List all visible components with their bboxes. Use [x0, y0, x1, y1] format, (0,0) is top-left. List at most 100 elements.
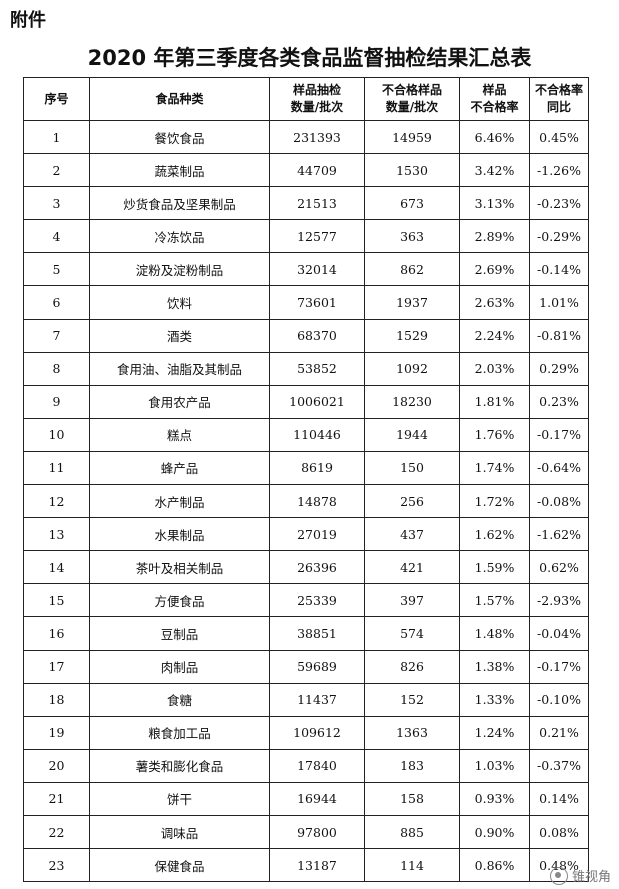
cell-failed: 862: [364, 252, 460, 287]
table-row: 10 糕点 110446 1944 1.76% -0.17%: [23, 417, 589, 452]
cell-yoy: -0.81%: [529, 318, 589, 353]
header-failed: 不合格样品 数量/批次: [364, 77, 460, 121]
table-row: 2 蔬菜制品 44709 1530 3.42% -1.26%: [23, 153, 589, 188]
cell-samples: 53852: [269, 351, 365, 386]
cell-samples: 1006021: [269, 384, 365, 419]
header-samples-line1: 样品抽检: [292, 83, 341, 97]
table-row: 15 方便食品 25339 397 1.57% -2.93%: [23, 583, 589, 618]
cell-rate: 1.76%: [459, 417, 530, 452]
cell-seq: 23: [23, 848, 90, 883]
cell-seq: 11: [23, 450, 90, 486]
table-row: 19 粮食加工品 109612 1363 1.24% 0.21%: [23, 715, 589, 750]
cell-seq: 20: [23, 748, 90, 783]
cell-failed: 256: [364, 484, 460, 519]
cell-failed: 1529: [364, 318, 460, 353]
header-rate: 样品 不合格率: [459, 77, 530, 121]
header-failed-line2: 数量/批次: [385, 100, 439, 114]
table-row: 16 豆制品 38851 574 1.48% -0.04%: [23, 616, 589, 651]
cell-yoy: -0.37%: [529, 748, 589, 783]
cell-category: 调味品: [89, 814, 270, 850]
cell-failed: 152: [364, 682, 460, 717]
cell-samples: 97800: [269, 814, 365, 850]
cell-failed: 1944: [364, 417, 460, 452]
cell-category: 酒类: [89, 318, 270, 353]
cell-yoy: 1.01%: [529, 285, 589, 320]
cell-category: 豆制品: [89, 616, 270, 651]
header-yoy: 不合格率 同比: [529, 77, 589, 121]
wechat-account-icon: [549, 866, 568, 885]
cell-rate: 1.81%: [459, 384, 530, 419]
cell-rate: 2.63%: [459, 285, 530, 320]
cell-seq: 21: [23, 781, 90, 816]
cell-rate: 1.62%: [459, 517, 530, 552]
cell-category: 餐饮食品: [89, 119, 270, 155]
cell-samples: 109612: [269, 715, 365, 750]
cell-seq: 12: [23, 484, 90, 519]
cell-rate: 1.59%: [459, 550, 530, 585]
watermark: 锥视角: [549, 866, 611, 885]
table-row: 12 水产制品 14878 256 1.72% -0.08%: [23, 484, 589, 519]
cell-failed: 1092: [364, 351, 460, 386]
cell-category: 茶叶及相关制品: [89, 550, 270, 585]
cell-rate: 1.74%: [459, 450, 530, 486]
header-rate-line1: 样品: [482, 83, 507, 97]
cell-yoy: 0.62%: [529, 550, 589, 585]
cell-seq: 14: [23, 550, 90, 585]
table-body: 1 餐饮食品 231393 14959 6.46% 0.45% 2 蔬菜制品 44709 1530…: [23, 119, 589, 883]
header-yoy-line2: 同比: [546, 100, 571, 114]
cell-failed: 437: [364, 517, 460, 552]
cell-failed: 673: [364, 186, 460, 221]
cell-rate: 3.13%: [459, 186, 530, 221]
cell-category: 水产制品: [89, 484, 270, 519]
table-row: 17 肉制品 59689 826 1.38% -0.17%: [23, 649, 589, 684]
table-row: 18 食糖 11437 152 1.33% -0.10%: [23, 682, 589, 717]
table-row: 20 薯类和膨化食品 17840 183 1.03% -0.37%: [23, 748, 589, 783]
table-row: 8 食用油、油脂及其制品 53852 1092 2.03% 0.29%: [23, 351, 589, 386]
cell-category: 食用油、油脂及其制品: [89, 351, 270, 386]
cell-seq: 6: [23, 285, 90, 320]
cell-samples: 27019: [269, 517, 365, 552]
cell-samples: 21513: [269, 186, 365, 221]
cell-rate: 1.03%: [459, 748, 530, 783]
cell-yoy: -2.93%: [529, 583, 589, 618]
cell-failed: 183: [364, 748, 460, 783]
cell-category: 饮料: [89, 285, 270, 320]
table-header-row: 序号 食品种类 样品抽检 数量/批次 不合格样品 数量/批次 样品 不合格率 不…: [23, 77, 589, 121]
cell-category: 蔬菜制品: [89, 153, 270, 188]
cell-yoy: -0.17%: [529, 649, 589, 684]
cell-seq: 10: [23, 417, 90, 452]
cell-seq: 2: [23, 153, 90, 188]
cell-failed: 363: [364, 219, 460, 254]
table-row: 5 淀粉及淀粉制品 32014 862 2.69% -0.14%: [23, 252, 589, 287]
table-row: 21 饼干 16944 158 0.93% 0.14%: [23, 781, 589, 816]
cell-category: 水果制品: [89, 517, 270, 552]
cell-rate: 0.86%: [459, 848, 530, 883]
cell-category: 蜂产品: [89, 450, 270, 486]
cell-category: 食糖: [89, 682, 270, 717]
cell-yoy: -0.29%: [529, 219, 589, 254]
cell-failed: 1937: [364, 285, 460, 320]
cell-yoy: -1.62%: [529, 517, 589, 552]
cell-yoy: -0.23%: [529, 186, 589, 221]
cell-seq: 8: [23, 351, 90, 386]
table-row: 13 水果制品 27019 437 1.62% -1.62%: [23, 517, 589, 552]
cell-samples: 59689: [269, 649, 365, 684]
cell-yoy: -0.14%: [529, 252, 589, 287]
cell-seq: 22: [23, 814, 90, 850]
cell-samples: 14878: [269, 484, 365, 519]
cell-yoy: 0.08%: [529, 814, 589, 850]
table-row: 6 饮料 73601 1937 2.63% 1.01%: [23, 285, 589, 320]
cell-rate: 1.24%: [459, 715, 530, 750]
cell-samples: 38851: [269, 616, 365, 651]
cell-category: 饼干: [89, 781, 270, 816]
table-row: 11 蜂产品 8619 150 1.74% -0.64%: [23, 450, 589, 486]
table-row: 3 炒货食品及坚果制品 21513 673 3.13% -0.23%: [23, 186, 589, 221]
cell-seq: 9: [23, 384, 90, 419]
cell-seq: 4: [23, 219, 90, 254]
cell-samples: 231393: [269, 119, 365, 155]
inspection-results-table: 序号 食品种类 样品抽检 数量/批次 不合格样品 数量/批次 样品 不合格率 不…: [23, 77, 589, 883]
cell-seq: 16: [23, 616, 90, 651]
cell-seq: 15: [23, 583, 90, 618]
cell-category: 糕点: [89, 417, 270, 452]
cell-rate: 2.03%: [459, 351, 530, 386]
